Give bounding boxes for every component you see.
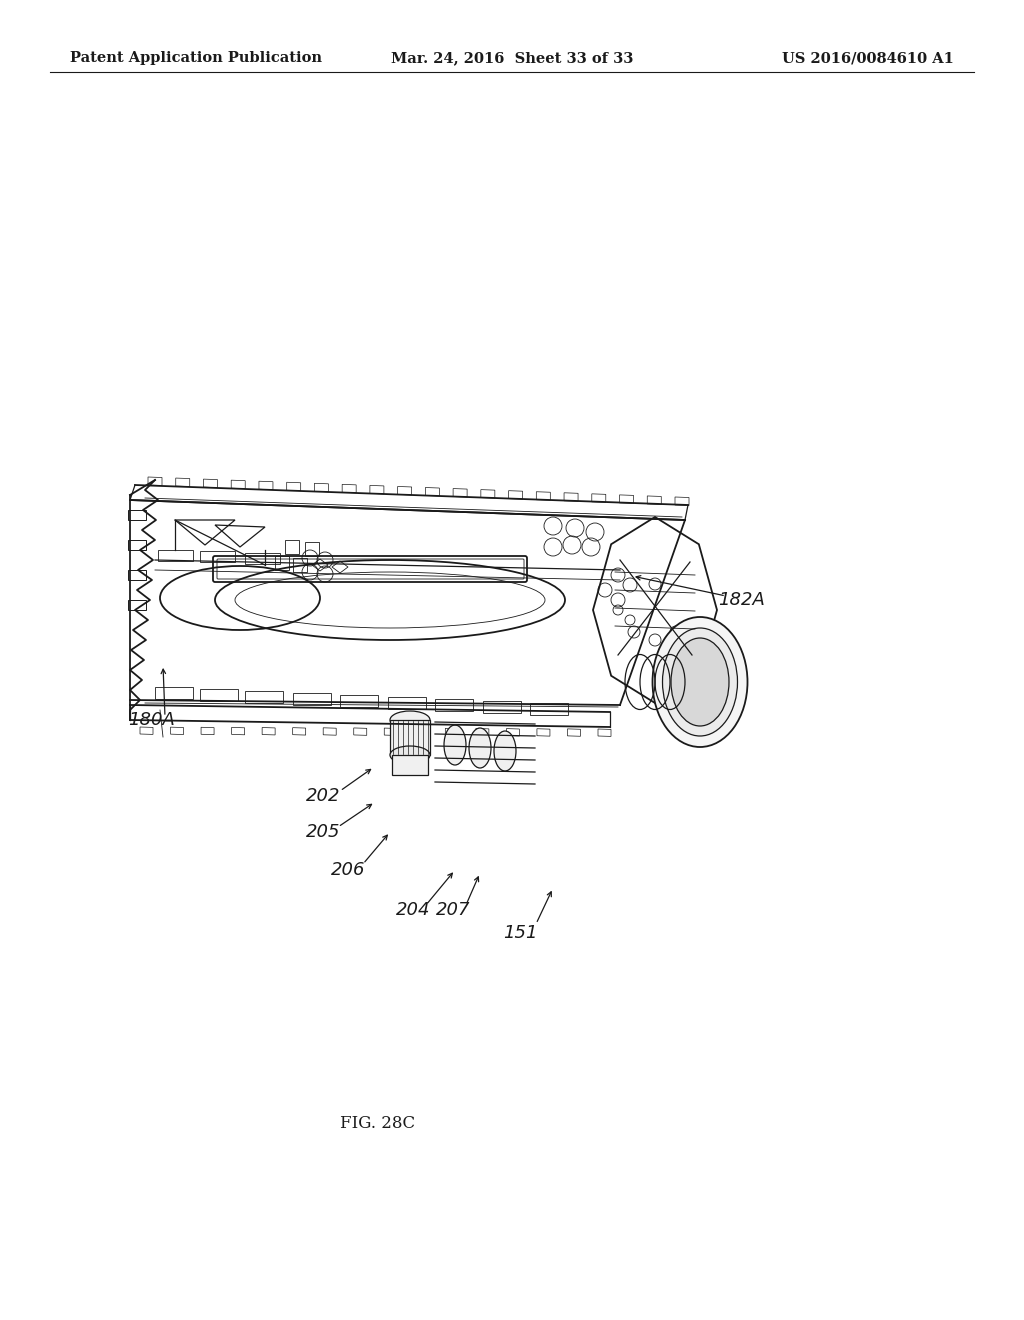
Text: 180A: 180A [129,711,175,729]
Bar [128,570,146,579]
Bar [285,540,299,554]
Bar [245,690,283,704]
Bar [200,689,238,701]
Bar [530,704,568,715]
Bar [293,693,331,705]
Bar [293,558,307,572]
Bar [305,543,319,556]
Text: FIG. 28C: FIG. 28C [340,1114,416,1131]
Bar [245,553,280,564]
Ellipse shape [494,731,516,771]
Bar [483,701,521,713]
Ellipse shape [671,638,729,726]
Text: 182A: 182A [719,591,765,609]
Bar [390,719,430,755]
Bar [388,697,426,709]
Text: Mar. 24, 2016  Sheet 33 of 33: Mar. 24, 2016 Sheet 33 of 33 [391,51,633,65]
Ellipse shape [652,616,748,747]
Bar [200,550,234,562]
Bar [155,686,193,700]
Ellipse shape [469,729,490,768]
Bar [128,601,146,610]
Bar [392,755,428,775]
Bar [340,696,378,708]
Bar [158,550,193,561]
Ellipse shape [390,746,430,764]
Text: US 2016/0084610 A1: US 2016/0084610 A1 [782,51,954,65]
Text: Patent Application Publication: Patent Application Publication [70,51,322,65]
Ellipse shape [390,711,430,729]
Text: 205: 205 [306,822,340,841]
Bar [275,556,289,570]
Text: 206: 206 [331,861,366,879]
Text: 204: 204 [395,902,430,919]
Bar [435,700,473,711]
Text: 207: 207 [436,902,470,919]
Bar [128,510,146,520]
Bar [128,540,146,550]
Ellipse shape [663,628,737,737]
Ellipse shape [444,725,466,766]
Text: 202: 202 [306,787,340,805]
Text: 151: 151 [503,924,538,942]
